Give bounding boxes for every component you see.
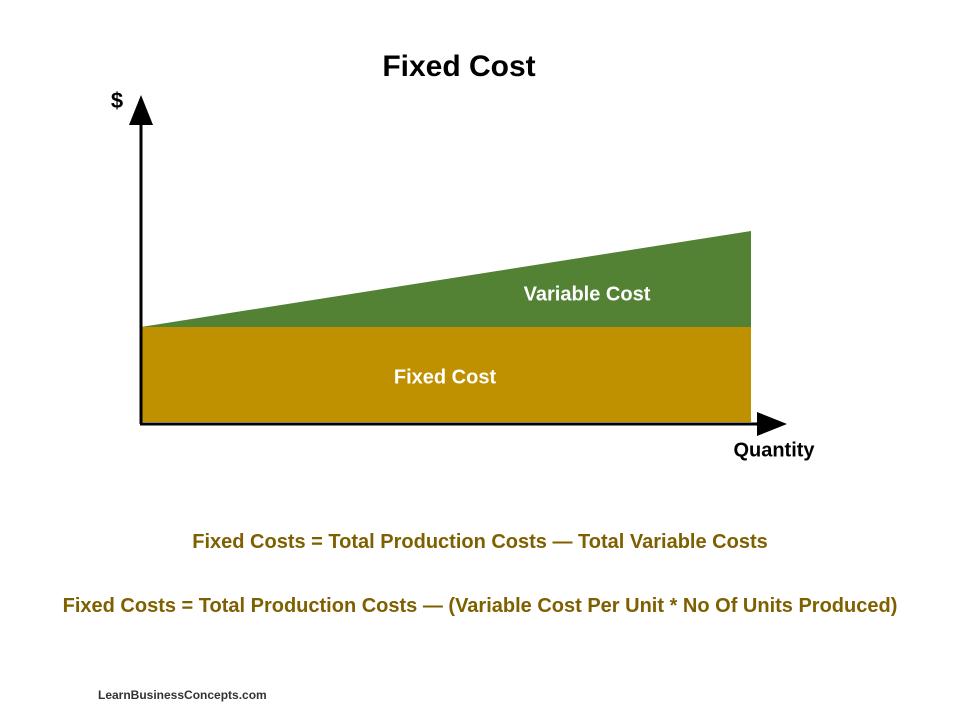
variable-cost-label: Variable Cost <box>524 283 651 305</box>
y-axis-label: $ <box>111 88 123 113</box>
footer: LearnBusinessConcepts.com <box>98 688 267 702</box>
formula: Fixed Costs = Total Production Costs — T… <box>192 531 768 553</box>
variable-cost-area <box>141 231 751 327</box>
x-axis-label: Quantity <box>733 439 815 461</box>
title: Fixed Cost <box>382 50 535 83</box>
diagram: Fixed Cost $ Variable Cost Fixed Cost Qu… <box>111 50 816 461</box>
fixed-cost-area <box>141 327 751 422</box>
formula: Fixed Costs = Total Production Costs — (… <box>62 595 898 617</box>
fixed-cost-label: Fixed Cost <box>394 366 497 388</box>
